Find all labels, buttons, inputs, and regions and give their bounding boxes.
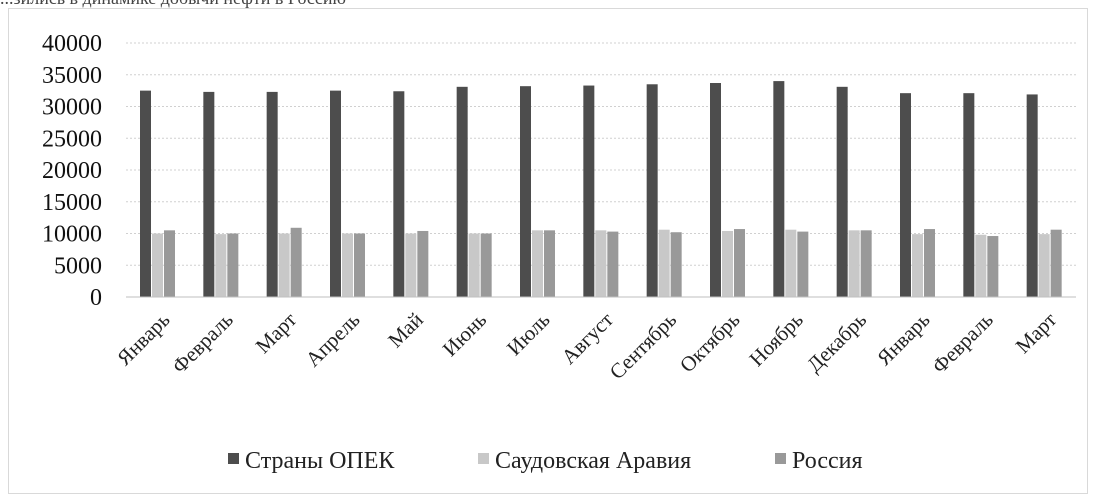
bar [140, 90, 151, 297]
bar [266, 91, 278, 298]
x-tick-label: Ноябрь [744, 308, 807, 371]
bar [203, 91, 215, 298]
bar [532, 230, 543, 297]
y-tick-label: 25000 [42, 126, 102, 152]
x-tick-label: Май [383, 308, 428, 353]
bar [670, 232, 682, 297]
bar [963, 93, 975, 297]
bar [646, 84, 658, 298]
y-tick-label: 0 [90, 285, 102, 311]
bar [848, 230, 860, 297]
bar [900, 93, 911, 297]
legend-swatch [228, 453, 239, 464]
bar [393, 91, 405, 297]
legend-label: Саудовская Аравия [495, 448, 691, 474]
bar [164, 230, 175, 297]
y-tick-label: 5000 [54, 253, 102, 279]
x-tick-label: Февраль [927, 308, 998, 379]
y-tick-label: 20000 [42, 158, 102, 184]
x-tick-label: Сентябрь [605, 308, 681, 384]
bar [330, 90, 341, 297]
legend-swatch [775, 453, 786, 464]
bar [975, 234, 987, 297]
bar [583, 85, 595, 297]
bar [1026, 94, 1038, 297]
chart-frame [8, 8, 1088, 494]
bar [710, 83, 721, 297]
y-axis-ticks: 0 5000 10000 15000 20000 25000 30000 35000 40000 [42, 31, 102, 311]
x-tick-label: Январь [112, 308, 174, 370]
bar [860, 230, 872, 297]
legend-swatch [478, 453, 489, 464]
bar [924, 229, 935, 297]
x-tick-label: Июль [502, 308, 555, 361]
bar [417, 230, 429, 297]
bar [797, 231, 809, 297]
y-tick-label: 10000 [42, 222, 102, 248]
bar [342, 233, 353, 297]
y-tick-label: 15000 [42, 190, 102, 216]
bar [152, 233, 163, 297]
x-tick-label: Январь [872, 308, 934, 370]
y-tick-label: 35000 [42, 63, 102, 89]
x-tick-label: Март [1011, 308, 1061, 358]
bar [468, 233, 480, 297]
bar [785, 229, 797, 297]
x-tick-label: Декабрь [802, 308, 871, 377]
bars [140, 81, 1062, 298]
legend: Страны ОПЕК Саудовская Аравия Россия [228, 448, 863, 474]
bar [658, 229, 670, 297]
bar [290, 227, 302, 297]
x-tick-label: Март [251, 308, 301, 358]
x-tick-label: Октябрь [675, 308, 745, 378]
bar [544, 230, 555, 297]
x-tick-label: Июнь [438, 308, 492, 362]
bar [278, 233, 290, 297]
bar [480, 233, 492, 297]
bar [912, 234, 923, 297]
bar [227, 233, 239, 297]
y-tick-label: 30000 [42, 95, 102, 121]
x-tick-label: Февраль [167, 308, 238, 379]
legend-label: Россия [792, 448, 863, 474]
bar [215, 234, 227, 297]
legend-label: Страны ОПЕК [245, 448, 395, 474]
x-tick-label: Август [557, 308, 618, 369]
bar [456, 86, 468, 297]
bar [354, 233, 365, 297]
bar [607, 231, 619, 297]
bar [734, 229, 745, 297]
bar [405, 233, 417, 297]
figure-caption: ...зились в динамике добычи нефти в Росс… [0, 0, 346, 9]
x-tick-label: Апрель [301, 308, 365, 372]
bar [595, 230, 607, 297]
bar [773, 81, 785, 297]
bar [1038, 234, 1050, 297]
y-tick-label: 40000 [42, 31, 102, 57]
bar [1050, 229, 1062, 297]
bar [836, 86, 848, 297]
bar [722, 230, 733, 297]
bar [520, 86, 531, 298]
bar [987, 236, 999, 297]
